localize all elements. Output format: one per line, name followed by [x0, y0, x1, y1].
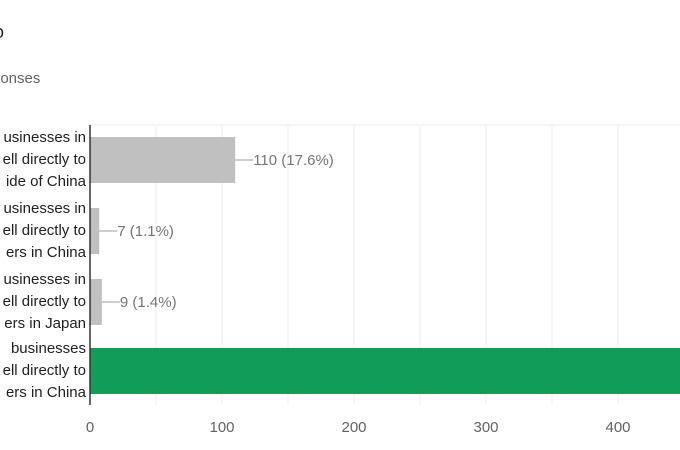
x-tick-label: 0 — [86, 419, 94, 436]
bar — [90, 348, 680, 394]
bar — [90, 279, 102, 325]
category-label: usinesses in — [3, 129, 86, 146]
data-label: 7 (1.1%) — [117, 223, 174, 240]
x-tick-label: 100 — [209, 419, 234, 436]
bar — [90, 208, 100, 254]
category-label: ell directly to — [3, 222, 86, 239]
data-label: 110 (17.6%) — [253, 152, 334, 169]
x-tick-label: 400 — [605, 419, 630, 436]
response-count-fragment: ponses — [0, 70, 41, 87]
category-label: usinesses in — [3, 200, 86, 217]
bar — [90, 137, 236, 183]
data-label: 9 (1.4%) — [120, 294, 177, 311]
category-label: ell directly to — [3, 151, 86, 168]
x-tick-label: 300 — [473, 419, 498, 436]
category-label: ell directly to — [3, 293, 86, 310]
category-label: ide of China — [6, 173, 87, 190]
category-label: usinesses in — [3, 271, 86, 288]
category-label: businesses — [11, 340, 86, 357]
category-label: ers in China — [6, 244, 87, 261]
category-label: ell directly to — [3, 362, 86, 379]
x-tick-label: 200 — [341, 419, 366, 436]
category-label: ers in Japan — [4, 315, 86, 332]
chart-title-fragment: o — [0, 22, 4, 43]
category-label: ers in China — [6, 384, 87, 401]
